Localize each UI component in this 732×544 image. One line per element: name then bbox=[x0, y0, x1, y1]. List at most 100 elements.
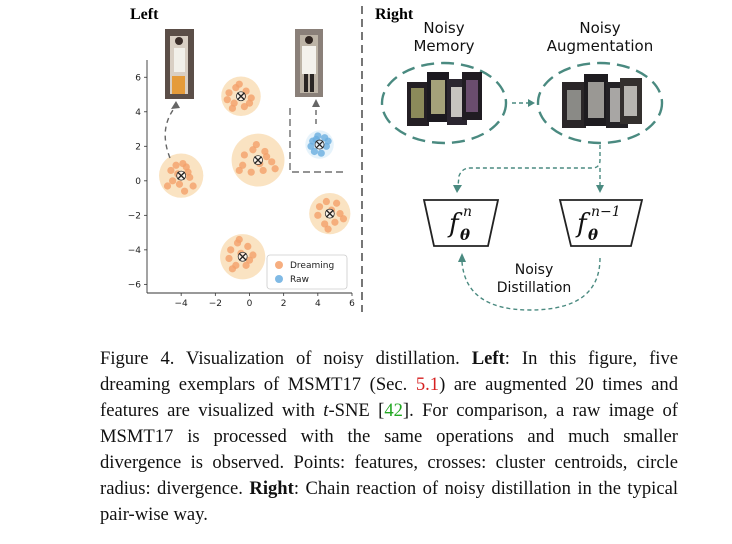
noisy-distillation-diagram: Noisy Memory Noisy Augmentation bbox=[380, 19, 664, 311]
legend-raw-label: Raw bbox=[290, 275, 309, 285]
cluster-centroid-cross bbox=[237, 251, 248, 262]
x-tick-label: −2 bbox=[209, 299, 222, 309]
dreaming-feature-point bbox=[175, 180, 184, 188]
y-tick-label: 0 bbox=[135, 177, 141, 187]
fn1-subscript: θ bbox=[588, 226, 598, 244]
dreaming-feature-point bbox=[169, 177, 177, 185]
dreaming-feature-point bbox=[247, 168, 255, 176]
centroid-cross-stroke bbox=[325, 209, 334, 218]
centroid-cross-stroke bbox=[254, 156, 263, 165]
caption-tsne-italic: t bbox=[323, 400, 329, 421]
caption-text-3: ) are augmented 20 times and features ar… bbox=[100, 374, 678, 421]
dreaming-feature-point bbox=[249, 251, 257, 259]
dreaming-feature-point bbox=[249, 146, 257, 154]
right-panel-label: Right bbox=[375, 6, 414, 23]
raw-feature-point bbox=[307, 142, 315, 150]
arrowhead-icon bbox=[312, 99, 320, 107]
dreaming-feature-point bbox=[227, 246, 235, 254]
augmentation-to-fn-arrow bbox=[457, 145, 601, 187]
cluster-centroid-cross bbox=[314, 139, 325, 150]
dreaming-feature-point bbox=[245, 99, 254, 107]
legend-dreaming-label: Dreaming bbox=[290, 261, 334, 271]
arrowhead-icon bbox=[458, 253, 466, 262]
x-tick-label: 4 bbox=[315, 299, 321, 309]
dreaming-feature-point bbox=[235, 80, 243, 88]
y-tick-label: −2 bbox=[128, 211, 141, 221]
distillation-label-line1: Noisy bbox=[515, 262, 554, 278]
x-tick-label: 6 bbox=[349, 299, 355, 309]
dreaming-feature-point bbox=[245, 256, 254, 264]
cluster-centroid-cross bbox=[324, 208, 335, 219]
dreaming-feature-point bbox=[333, 199, 341, 207]
fn-subscript: θ bbox=[460, 226, 470, 244]
dreaming-feature-point bbox=[189, 182, 197, 190]
dreaming-feature-point bbox=[314, 211, 322, 219]
dreaming-feature-point bbox=[228, 104, 237, 112]
y-tick-label: −4 bbox=[128, 246, 142, 256]
caption-text-4: -SNE [ bbox=[328, 400, 385, 421]
caption-text-5: ]. For comparison, a raw image of MSMT17… bbox=[100, 400, 678, 499]
dreaming-feature-point bbox=[336, 210, 344, 218]
centroid-cross-stroke bbox=[315, 140, 324, 149]
dreaming-feature-point bbox=[259, 166, 267, 175]
dreaming-feature-point bbox=[235, 235, 243, 244]
x-tick-label: 0 bbox=[247, 299, 253, 309]
dreaming-feature-point bbox=[331, 218, 339, 226]
arrowhead-icon bbox=[453, 185, 462, 193]
distillation-label-line2: Distillation bbox=[497, 280, 572, 296]
dreaming-exemplar-thumbnail bbox=[165, 29, 194, 99]
memory-label-line2: Memory bbox=[413, 37, 474, 55]
dreaming-feature-point bbox=[315, 203, 324, 211]
x-tick-label: −4 bbox=[175, 299, 189, 309]
dreaming-feature-point bbox=[252, 140, 260, 149]
dreaming-feature-point bbox=[225, 254, 233, 263]
noisy-memory-node bbox=[380, 61, 508, 145]
raw-feature-point bbox=[324, 137, 332, 145]
centroid-cross-stroke bbox=[236, 92, 245, 101]
arrowhead-icon bbox=[596, 185, 604, 193]
tsne-scatter-plot: −4 −2 0 2 4 6 6 4 2 0 −2 −4 −6 bbox=[128, 29, 355, 309]
cluster-centroid-cross bbox=[253, 155, 263, 166]
dreaming-feature-point bbox=[262, 153, 271, 161]
fn1-superscript: n−1 bbox=[591, 204, 621, 220]
arrowhead-icon bbox=[171, 101, 180, 109]
figure-canvas: Left Right −4 −2 0 2 4 6 6 4 2 0 −2 −4 −6 bbox=[128, 6, 664, 312]
dreaming-feature-point bbox=[163, 182, 172, 190]
cluster-centroid-cross bbox=[236, 91, 246, 102]
centroid-cross-stroke bbox=[177, 171, 186, 180]
distillation-arrow bbox=[461, 257, 601, 311]
dreaming-feature-point bbox=[225, 89, 233, 97]
dreaming-feature-point bbox=[184, 168, 192, 176]
dreaming-feature-point bbox=[242, 261, 250, 269]
caption-left-bold: Left bbox=[471, 348, 505, 369]
dreaming-feature-point bbox=[180, 187, 189, 195]
section-reference-link[interactable]: 5.1 bbox=[415, 374, 440, 395]
fn-superscript: n bbox=[463, 204, 472, 220]
dreaming-feature-point bbox=[271, 165, 279, 173]
raw-cluster-frame bbox=[289, 108, 346, 173]
legend-raw-marker bbox=[275, 275, 283, 283]
legend-dreaming-marker bbox=[275, 261, 283, 269]
x-tick-label: 2 bbox=[281, 299, 287, 309]
caption-figure-label: Figure 4. bbox=[100, 348, 175, 369]
noisy-augmentation-node bbox=[536, 61, 664, 145]
caption-right-bold: Right bbox=[249, 478, 294, 499]
dreaming-feature-point bbox=[172, 161, 180, 169]
dreaming-feature-point bbox=[339, 215, 348, 223]
dreaming-feature-point bbox=[268, 158, 276, 166]
dreaming-feature-point bbox=[235, 166, 243, 175]
centroid-cross-stroke bbox=[238, 252, 247, 261]
dreaming-feature-point bbox=[228, 265, 237, 273]
student-model-fn: f n θ bbox=[422, 199, 500, 247]
citation-link[interactable]: 42 bbox=[384, 400, 403, 421]
memory-label-line1: Noisy bbox=[423, 19, 464, 37]
dreaming-feature-point bbox=[239, 161, 247, 169]
figure-caption: Figure 4. Visualization of noisy distill… bbox=[100, 346, 678, 528]
arrowhead-icon bbox=[528, 99, 535, 107]
cluster-centroid-cross bbox=[176, 170, 187, 181]
left-panel-label: Left bbox=[130, 6, 159, 23]
dreaming-feature-point bbox=[240, 103, 248, 111]
caption-text-1: Visualization of noisy distillation. bbox=[174, 348, 472, 369]
raw-image-thumbnail bbox=[295, 29, 323, 97]
thumbnail-arrow-left bbox=[164, 105, 177, 159]
